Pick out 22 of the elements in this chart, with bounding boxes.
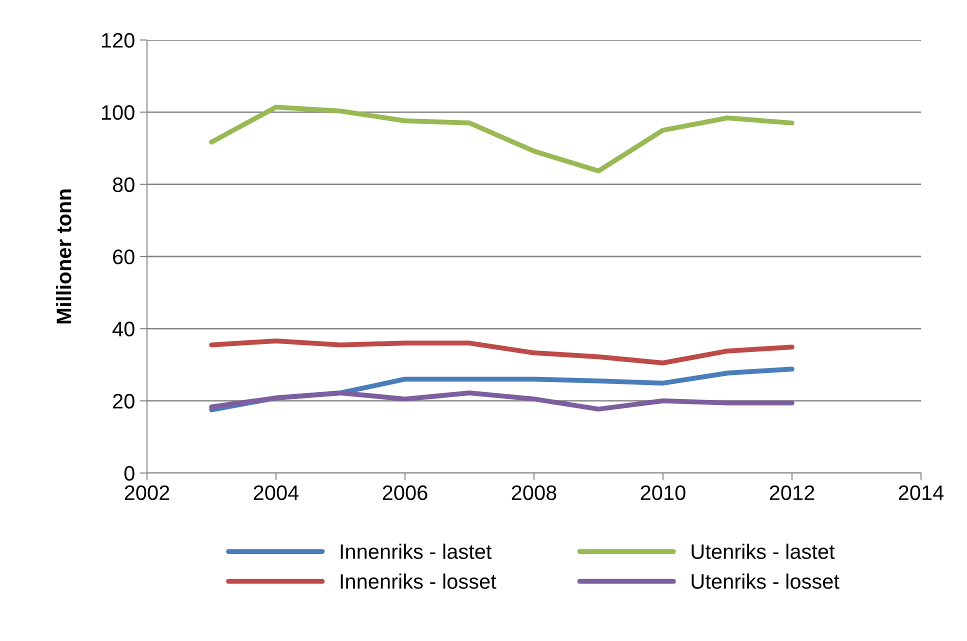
legend-label: Utenriks - lastet (692, 544, 835, 560)
x-tick-label: 2014 (898, 485, 944, 500)
y-tick-label: 20 (113, 394, 134, 409)
x-tick-label: 2010 (640, 485, 686, 500)
y-tick-label: 40 (112, 322, 134, 336)
legend-label: Innenriks - lastet (340, 544, 492, 560)
y-tick-label: 80 (112, 177, 134, 192)
y-tick-label: 60 (113, 250, 134, 264)
legend-label: Innenriks - losset (340, 574, 496, 589)
y-axis-title: Millioner tonn (56, 190, 72, 324)
x-tick-label: 2012 (770, 485, 814, 500)
y-tick-label: 100 (102, 105, 134, 120)
x-tick-label: 2004 (254, 485, 299, 500)
legend-label: Utenriks - losset (692, 574, 840, 589)
line-series (209, 390, 794, 412)
y-tick-label: 0 (124, 466, 134, 481)
x-tick-label: 2008 (512, 485, 556, 500)
line-series (209, 338, 794, 366)
y-tick-label: 120 (102, 33, 134, 48)
x-tick-label: 2002 (124, 485, 170, 500)
x-tick-label: 2006 (382, 485, 428, 500)
line-series (209, 104, 794, 174)
